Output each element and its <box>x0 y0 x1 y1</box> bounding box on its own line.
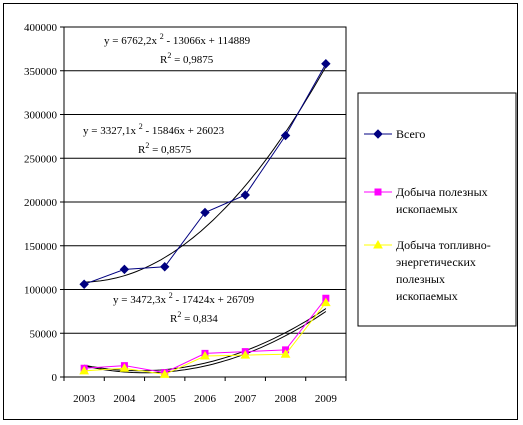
y-tick-label: 200000 <box>24 197 58 209</box>
plot-area <box>63 26 347 378</box>
data-point <box>119 264 130 275</box>
x-tick-label: 2009 <box>315 393 338 405</box>
y-tick-label: 250000 <box>24 153 58 165</box>
trend-equation: y = 6762,2x 2 - 13066x + 114889 <box>104 32 251 47</box>
data-point <box>240 190 250 200</box>
y-tick-label: 0 <box>52 372 58 384</box>
x-tick-label: 2005 <box>154 393 177 405</box>
data-point <box>159 369 170 378</box>
legend-label: Всего <box>396 127 425 141</box>
data-point <box>320 297 331 307</box>
legend-label: энергетических <box>396 255 476 269</box>
data-point <box>280 130 291 141</box>
data-point <box>200 350 210 360</box>
x-tick-label: 2003 <box>73 393 96 405</box>
trendline-1 <box>84 66 327 283</box>
y-tick-label: 50000 <box>30 328 58 340</box>
y-tick-label: 350000 <box>24 66 58 78</box>
trend-equation: y = 3327,1x 2 - 15846x + 26023 <box>83 122 225 137</box>
x-tick-label: 2004 <box>113 393 136 405</box>
series-line-2 <box>84 297 327 374</box>
x-tick-label: 2006 <box>194 393 217 405</box>
data-point <box>119 363 130 372</box>
legend-marker <box>373 129 383 139</box>
y-tick-label: 300000 <box>24 110 58 122</box>
series-layer <box>79 59 331 378</box>
r-squared: R2 = 0,834 <box>170 310 218 325</box>
trendline-equations: y = 6762,2x 2 - 13066x + 114889 R2 = 0,98… <box>83 32 255 325</box>
data-point <box>160 262 170 272</box>
legend-marker <box>373 239 383 249</box>
r-squared: R2 = 0,9875 <box>160 51 214 66</box>
data-point <box>240 350 251 359</box>
r-squared: R2 = 0,8575 <box>138 141 192 156</box>
legend-label: ископаемых <box>396 289 458 303</box>
legend: Всего Добыча полезных ископаемых Добыча топ… <box>357 92 517 327</box>
data-point <box>321 59 331 69</box>
gridlines <box>64 26 346 334</box>
legend-label: Добыча полезных <box>396 185 488 199</box>
chart-frame <box>3 3 518 420</box>
axes: 0 50000 100000 150000 200000 250000 300000 3500… <box>24 22 347 405</box>
trendlines <box>83 66 327 374</box>
y-tick-label: 100000 <box>24 285 58 297</box>
legend-box <box>357 92 517 327</box>
data-point <box>280 349 291 358</box>
y-tick-label: 400000 <box>24 22 58 34</box>
legend-marker <box>374 188 382 196</box>
legend-label: ископаемых <box>396 202 458 216</box>
x-tick-label: 2007 <box>234 393 257 405</box>
trendline-3 <box>83 311 327 374</box>
trend-equation: y = 3472,3x 2 - 17424x + 26709 <box>113 291 255 306</box>
data-point <box>200 207 210 218</box>
y-tick-label: 150000 <box>24 241 58 253</box>
legend-label: Добыча топливно- <box>396 238 491 252</box>
legend-label: полезных <box>396 272 445 286</box>
series-line-1 <box>83 63 327 285</box>
data-point <box>79 279 89 289</box>
data-point <box>79 365 90 375</box>
x-tick-label: 2008 <box>275 393 298 405</box>
